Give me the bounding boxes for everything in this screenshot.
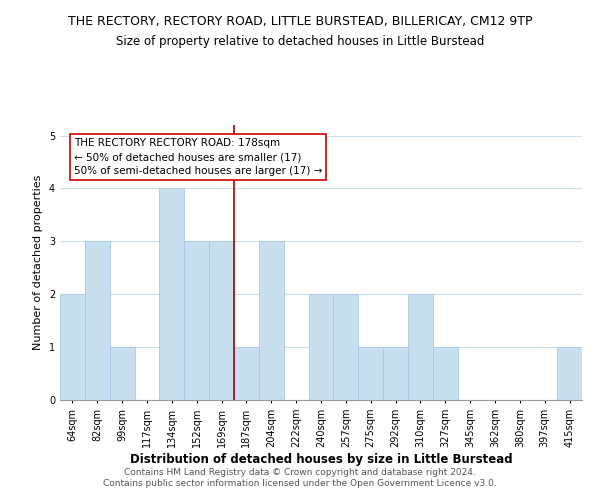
Text: THE RECTORY RECTORY ROAD: 178sqm
← 50% of detached houses are smaller (17)
50% o: THE RECTORY RECTORY ROAD: 178sqm ← 50% o…	[74, 138, 322, 176]
Text: THE RECTORY, RECTORY ROAD, LITTLE BURSTEAD, BILLERICAY, CM12 9TP: THE RECTORY, RECTORY ROAD, LITTLE BURSTE…	[68, 15, 532, 28]
Bar	[209, 242, 234, 400]
Bar	[259, 242, 284, 400]
Bar	[60, 294, 85, 400]
Y-axis label: Number of detached properties: Number of detached properties	[34, 175, 43, 350]
Bar	[184, 242, 209, 400]
Bar	[557, 347, 582, 400]
Bar	[308, 294, 334, 400]
Bar	[383, 347, 408, 400]
Bar	[408, 294, 433, 400]
X-axis label: Distribution of detached houses by size in Little Burstead: Distribution of detached houses by size …	[130, 452, 512, 466]
Bar	[85, 242, 110, 400]
Bar	[334, 294, 358, 400]
Bar	[160, 188, 184, 400]
Bar	[110, 347, 134, 400]
Bar	[433, 347, 458, 400]
Bar	[234, 347, 259, 400]
Text: Size of property relative to detached houses in Little Burstead: Size of property relative to detached ho…	[116, 35, 484, 48]
Text: Contains HM Land Registry data © Crown copyright and database right 2024.
Contai: Contains HM Land Registry data © Crown c…	[103, 468, 497, 487]
Bar	[358, 347, 383, 400]
